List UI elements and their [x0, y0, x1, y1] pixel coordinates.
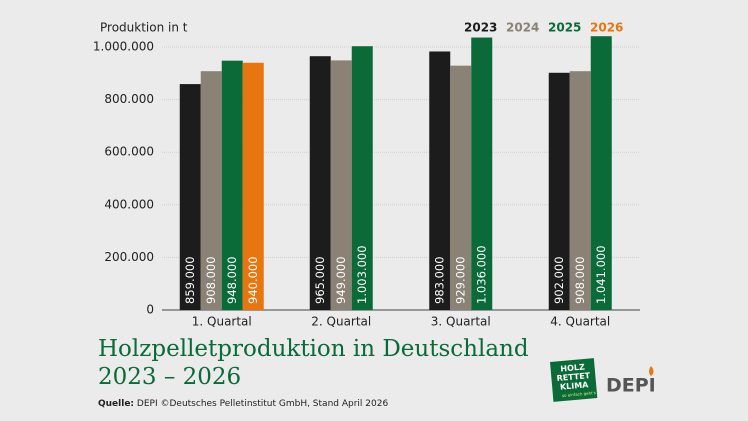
chart-title: 2023 – 2026: [98, 364, 241, 390]
y-tick-label: 800.000: [104, 92, 154, 106]
bar: [242, 62, 264, 310]
badge-text: KLIMA: [560, 380, 590, 392]
flame-icon: [649, 366, 654, 376]
legend-entry: 2024: [506, 21, 539, 35]
y-tick-label: 1.000.000: [93, 40, 154, 54]
value-label: 929.000: [453, 256, 467, 304]
value-label: 940.000: [246, 256, 260, 304]
x-tick-label: 4. Quartal: [550, 315, 610, 329]
value-label: 1.003.000: [355, 245, 369, 304]
bar: [429, 51, 451, 310]
x-tick-label: 1. Quartal: [192, 315, 252, 329]
logo-badge: HOLZ RETTET KLIMA so einfach geht's: [550, 358, 598, 402]
bar: [471, 37, 493, 310]
value-label: 908.000: [204, 256, 218, 304]
y-tick-label: 600.000: [104, 145, 154, 159]
value-label: 908.000: [573, 256, 587, 304]
y-tick-label: 200.000: [104, 250, 154, 264]
badge-text: so einfach geht's: [562, 390, 596, 398]
value-label: 859.000: [183, 256, 197, 304]
legend-entry: 2023: [464, 21, 497, 35]
badge-text: RETTET: [556, 371, 591, 383]
brand-logo: DEPI: [606, 375, 656, 397]
source-text: DEPI ©Deutsches Pelletinstitut GmbH, Sta…: [137, 399, 389, 409]
bar: [200, 71, 222, 310]
legend-entry: 2025: [548, 21, 581, 35]
source: Quelle: DEPI ©Deutsches Pelletinstitut G…: [98, 399, 388, 409]
value-label: 983.000: [432, 256, 446, 304]
y-tick-label: 0: [146, 303, 154, 317]
value-label: 1.036.000: [474, 245, 488, 304]
bar: [548, 72, 570, 310]
bar: [569, 71, 591, 310]
x-tick-label: 3. Quartal: [431, 315, 491, 329]
badge-text: HOLZ: [560, 362, 585, 373]
bar: [179, 84, 201, 310]
value-label: 902.000: [552, 256, 566, 304]
x-tick-label: 2. Quartal: [311, 315, 371, 329]
y-tick-label: 400.000: [104, 197, 154, 211]
y-axis-label: Produktion in t: [100, 21, 188, 35]
source-label: Quelle:: [98, 399, 134, 409]
value-label: 965.000: [313, 256, 327, 304]
legend-entry: 2026: [590, 21, 623, 35]
bar: [450, 65, 472, 310]
bar: [330, 60, 352, 311]
bar: [351, 46, 373, 310]
bar: [309, 56, 331, 310]
bar: [590, 36, 612, 310]
badge-bg: [550, 358, 598, 402]
chart-title: Holzpelletproduktion in Deutschland: [98, 336, 529, 362]
value-label: 949.000: [334, 256, 348, 304]
value-label: 948.000: [225, 256, 239, 304]
bar: [221, 60, 243, 311]
value-label: 1.041.000: [594, 245, 608, 304]
